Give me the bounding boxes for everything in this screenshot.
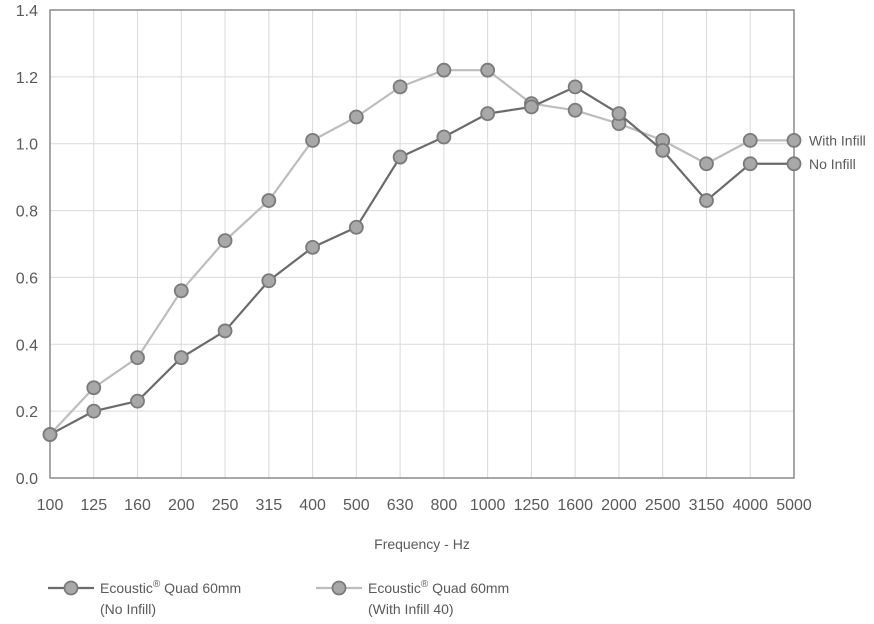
data-point <box>261 193 277 208</box>
x-tick-label: 2000 <box>601 497 637 514</box>
data-point <box>173 350 189 366</box>
y-tick-label: 1.0 <box>16 137 38 154</box>
y-axis: 0.0 0.2 0.4 0.6 0.8 1.0 1.2 1.4 <box>16 3 38 488</box>
x-tick-label: 5000 <box>776 497 812 514</box>
plot-frame <box>49 9 795 479</box>
series-layer <box>42 62 802 442</box>
data-point <box>480 106 496 122</box>
data-point <box>567 79 583 95</box>
data-point <box>86 403 102 419</box>
x-tick-label: 4000 <box>732 497 768 514</box>
series-no-infill <box>42 79 802 442</box>
x-tick-label: 1600 <box>557 497 593 514</box>
x-tick-label: 800 <box>431 497 458 514</box>
x-axis: 100 125 160 200 250 315 400 500 630 800 1000 1250 16… <box>37 497 812 514</box>
data-point <box>392 149 408 165</box>
legend-label-line1: Ecoustic® Quad 60mm <box>100 579 241 596</box>
x-axis-title: Frequency - Hz <box>374 536 470 552</box>
data-point <box>348 219 364 235</box>
data-point <box>786 156 802 172</box>
y-tick-label: 0.0 <box>16 471 38 488</box>
series-line <box>49 69 794 436</box>
data-point <box>436 129 452 145</box>
x-tick-label: 250 <box>212 497 239 514</box>
legend-marker <box>331 580 347 596</box>
data-point <box>655 142 671 158</box>
x-tick-label: 630 <box>387 497 414 514</box>
data-point <box>480 62 496 78</box>
x-tick-label: 3150 <box>689 497 725 514</box>
data-point <box>173 283 189 299</box>
x-tick-label: 315 <box>255 497 282 514</box>
data-point <box>217 323 233 339</box>
data-point <box>786 132 802 148</box>
legend-label-line2: (With Infill 40) <box>368 601 454 617</box>
x-tick-label: 100 <box>37 497 64 514</box>
data-point <box>611 106 627 122</box>
legend-label-line2: (No Infill) <box>100 601 156 617</box>
legend: Ecoustic® Quad 60mm(No Infill)Ecoustic® … <box>48 579 509 617</box>
data-point <box>348 109 364 125</box>
data-point <box>567 102 583 118</box>
end-label-no-infill: No Infill <box>809 156 856 172</box>
x-tick-label: 1000 <box>470 497 506 514</box>
data-point <box>42 427 58 442</box>
y-tick-label: 0.2 <box>16 404 38 421</box>
data-point <box>524 99 539 115</box>
x-tick-label: 160 <box>124 497 151 514</box>
x-tick-label: 1250 <box>514 497 550 514</box>
x-tick-label: 125 <box>80 497 107 514</box>
legend-item-no-infill: Ecoustic® Quad 60mm (No Infill) <box>48 579 241 617</box>
x-tick-label: 200 <box>168 497 195 514</box>
series-with-infill <box>42 62 802 442</box>
data-point <box>699 193 714 208</box>
y-tick-label: 1.2 <box>16 70 38 87</box>
data-point <box>742 132 758 148</box>
x-tick-label: 400 <box>299 497 326 514</box>
y-tick-label: 0.6 <box>16 270 38 287</box>
y-tick-label: 0.4 <box>16 337 38 354</box>
legend-label-line1: Ecoustic® Quad 60mm <box>368 579 509 596</box>
x-tick-label: 500 <box>343 497 370 514</box>
x-tick-label: 2500 <box>645 497 681 514</box>
grid <box>49 9 795 479</box>
data-point <box>217 233 233 249</box>
data-point <box>305 132 320 148</box>
data-point <box>130 393 145 409</box>
data-point <box>86 380 102 396</box>
data-point <box>742 156 758 172</box>
legend-marker <box>63 580 79 596</box>
data-point <box>261 273 277 289</box>
data-point <box>699 156 714 172</box>
end-label-with-infill: With Infill <box>809 132 866 148</box>
data-point <box>392 79 408 95</box>
data-point <box>130 350 145 366</box>
end-labels: With Infill No Infill <box>809 132 866 171</box>
series-line <box>49 85 794 436</box>
y-tick-label: 1.4 <box>16 3 38 20</box>
legend-item-with-infill: Ecoustic® Quad 60mm (With Infill 40) <box>316 579 509 617</box>
data-point <box>436 62 452 78</box>
data-point <box>305 239 320 255</box>
y-tick-label: 0.8 <box>16 204 38 221</box>
